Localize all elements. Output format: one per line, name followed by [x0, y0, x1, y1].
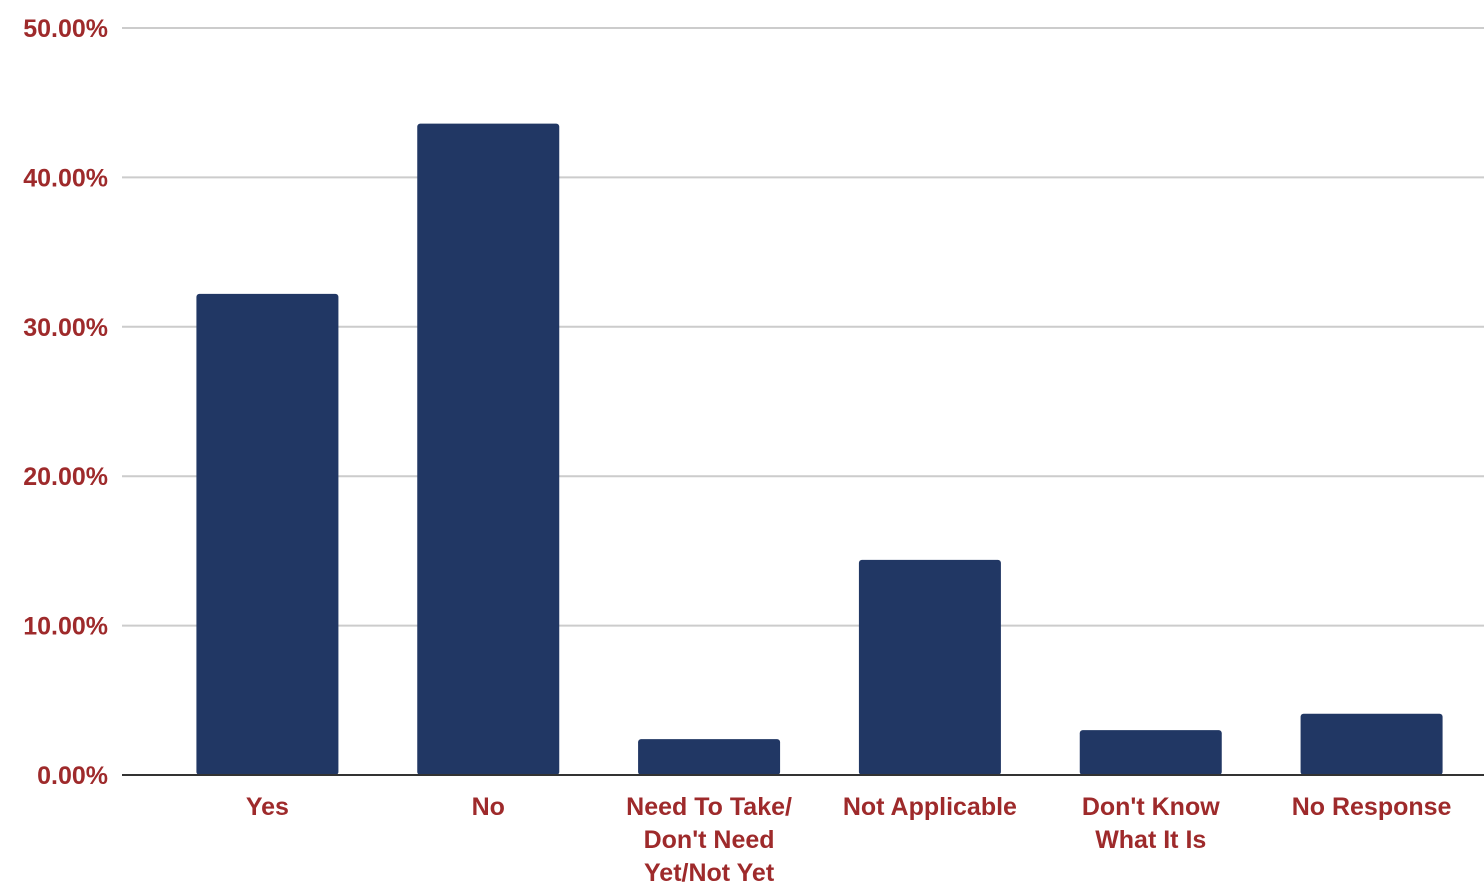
y-tick-label: 20.00%: [23, 463, 108, 491]
bar: [1079, 730, 1222, 775]
x-category-label: No: [472, 793, 505, 821]
bar: [858, 559, 1001, 775]
x-axis-category-labels: Yes No Need To Take/Don't Need Yet/Not Yet N…: [246, 793, 1452, 882]
bar: [1300, 713, 1443, 775]
x-category-label: No Response: [1292, 793, 1452, 821]
y-axis-tick-labels: 0.00% 10.00% 20.00% 30.00% 40.00% 50.00%: [23, 15, 108, 790]
bars: [196, 123, 1443, 776]
y-tick-label: 50.00%: [23, 15, 108, 43]
gridlines: [122, 27, 1484, 627]
y-tick-label: 10.00%: [23, 613, 108, 641]
y-tick-label: 0.00%: [37, 762, 108, 790]
bar: [417, 123, 560, 776]
x-category-label: Yes: [246, 793, 289, 821]
x-category-label: Don't Know What It Is: [1082, 793, 1220, 854]
y-tick-label: 30.00%: [23, 314, 108, 342]
x-category-label: Not Applicable: [843, 793, 1017, 821]
bar: [196, 293, 339, 775]
bar: [638, 739, 781, 775]
x-category-label: Need To Take/Don't Need Yet/Not Yet: [626, 793, 792, 882]
y-tick-label: 40.00%: [23, 164, 108, 192]
